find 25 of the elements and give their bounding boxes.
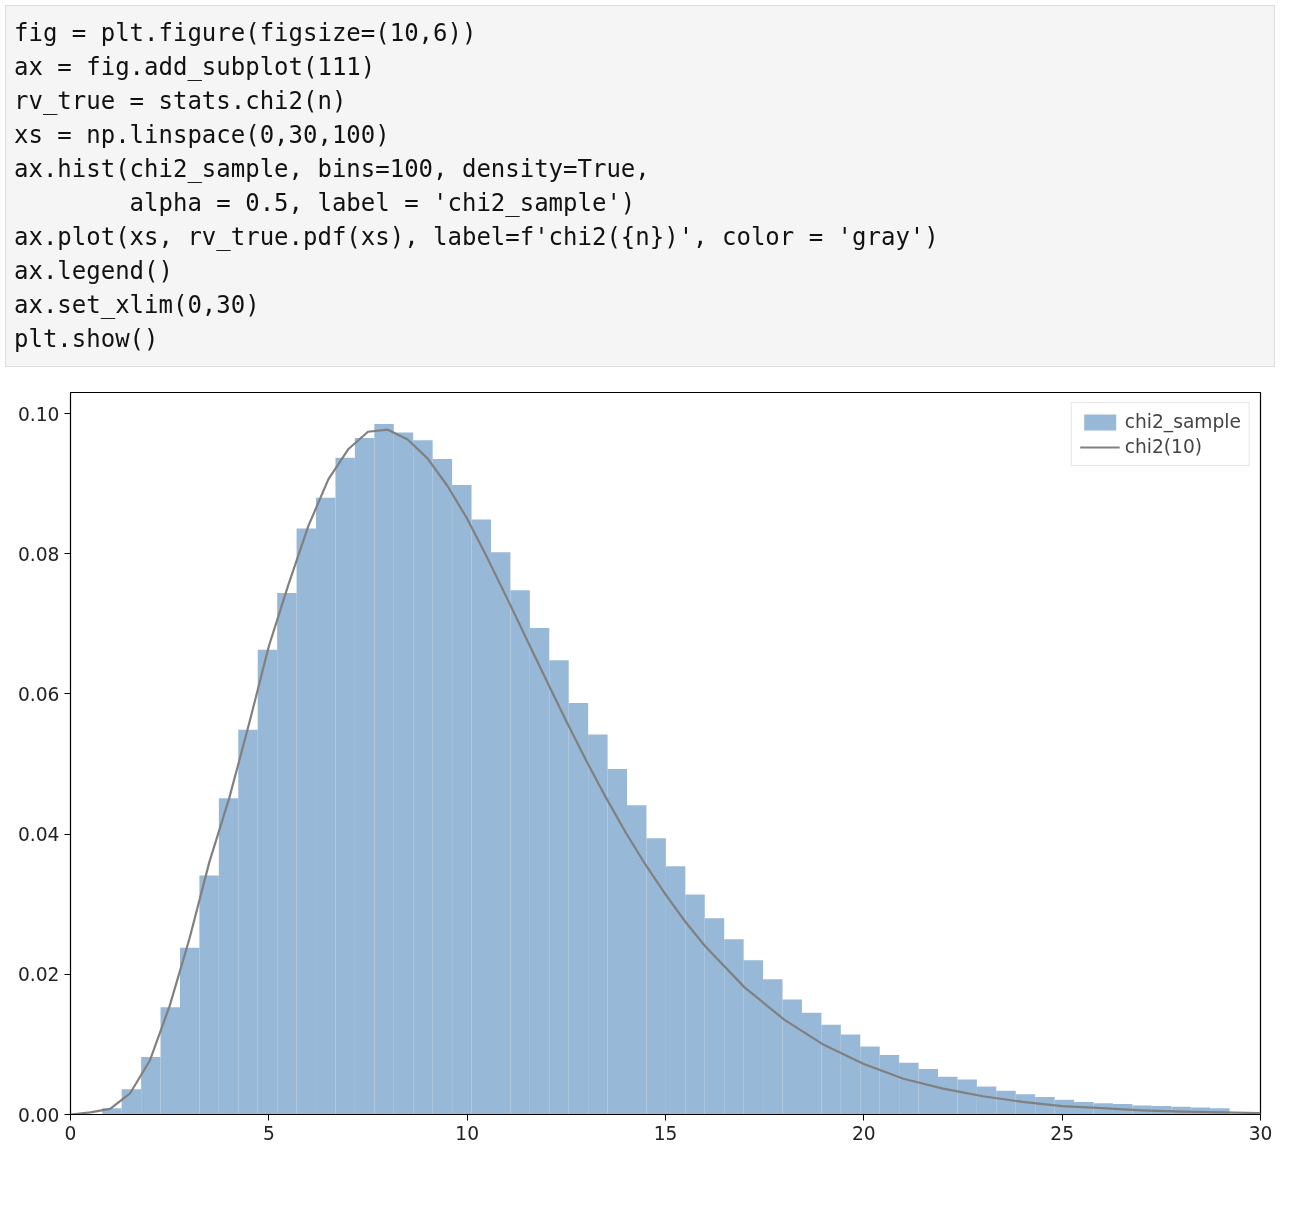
- y-tick-label: 0.04: [17, 824, 60, 846]
- text: ax.hist(chi2_sample, bins=100, density=True,: [14, 154, 651, 185]
- text: ax.plot(xs, rv_true.pdf(xs), label=f'chi2({n})', color = 'gray'): [14, 222, 940, 253]
- x-tick-label: 0: [64, 1122, 77, 1144]
- text: ax.legend(): [14, 256, 174, 287]
- x-tick-label: 5: [262, 1122, 275, 1144]
- y-tick-label: 0.08: [17, 543, 60, 565]
- text: ax.set_xlim(0,30): [14, 290, 261, 321]
- text: plt.show(): [14, 324, 160, 355]
- text: alpha = 0.5, label = 'chi2_sample'): [128, 188, 637, 219]
- text: rv_true = stats.chi2(n): [14, 86, 348, 117]
- y-tick-label: 0.02: [17, 964, 60, 986]
- text: fig = plt.figure(figsize=(10,6)): [14, 18, 478, 49]
- text: ax = fig.add_subplot(111): [14, 52, 377, 83]
- x-tick-label: 15: [653, 1122, 678, 1144]
- legend-label: chi2_sample: [1124, 411, 1241, 432]
- y-tick-label: 0.00: [17, 1104, 60, 1126]
- x-tick-label: 30: [1248, 1122, 1273, 1144]
- legend-label: chi2(10): [1124, 436, 1203, 457]
- text: xs = np.linspace(0,30,100): [14, 120, 391, 151]
- y-tick-label: 0.06: [17, 683, 60, 705]
- x-tick-label: 10: [455, 1122, 480, 1144]
- y-tick-label: 0.10: [17, 403, 60, 425]
- x-tick-label: 20: [851, 1122, 876, 1144]
- x-tick-label: 25: [1050, 1122, 1075, 1144]
